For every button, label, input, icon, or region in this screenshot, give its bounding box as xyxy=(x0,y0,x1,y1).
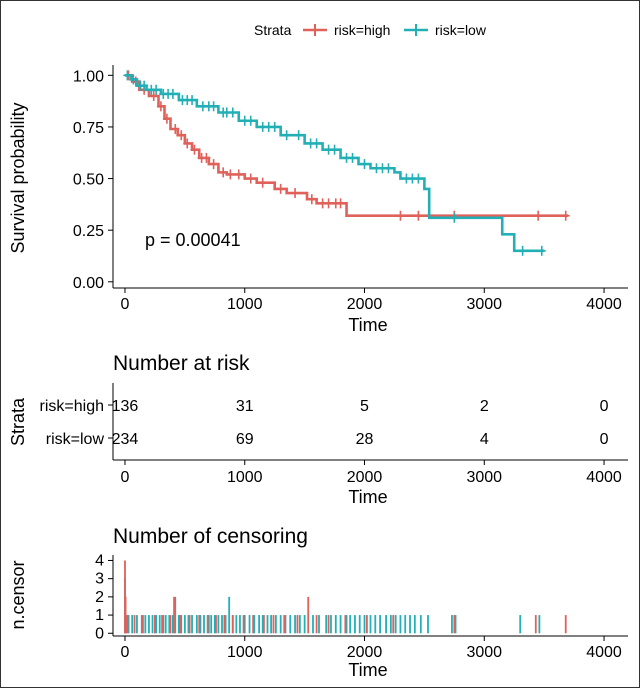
censoring-y-label: n.censor xyxy=(8,560,28,629)
censoring-x-label: Time xyxy=(348,660,387,680)
censoring-x-tick-label: 0 xyxy=(121,644,130,661)
risk-x-tick-label: 3000 xyxy=(466,469,502,486)
censoring-y-tick-label: 0 xyxy=(95,625,104,642)
censoring-title: Number of censoring xyxy=(113,525,308,548)
risk-row-label-low: risk=low xyxy=(46,431,105,448)
survival-y-label: Survival probability xyxy=(8,102,28,253)
risk-table: Number at risk risk=high risk=low 136 31 5… xyxy=(8,352,628,507)
censoring-x-tick-label: 1000 xyxy=(227,644,263,661)
risk-x-tick-label: 2000 xyxy=(347,469,383,486)
risk-x-tick-label: 4000 xyxy=(586,469,622,486)
survival-x-tick-label: 4000 xyxy=(586,296,622,313)
risk-cell-risk-high: 31 xyxy=(236,398,254,415)
risk-cell-risk-low: 4 xyxy=(480,431,489,448)
censoring-y-tick-label: 3 xyxy=(95,571,104,588)
survival-y-tick-label: 0.50 xyxy=(73,172,104,189)
survival-y-tick-label: 1.00 xyxy=(73,68,104,85)
survival-y-tick-label: 0.25 xyxy=(73,223,104,240)
censoring-x-tick-label: 4000 xyxy=(586,644,622,661)
legend: Strata risk=high risk=low xyxy=(254,22,487,38)
risk-x-label: Time xyxy=(348,487,387,507)
censoring-y-tick-label: 1 xyxy=(95,607,104,624)
risk-cell-risk-high: 5 xyxy=(360,398,369,415)
legend-label-risk-low: risk=low xyxy=(435,22,487,38)
survival-y-tick-label: 0.00 xyxy=(73,275,104,292)
risk-cell-risk-high: 136 xyxy=(112,398,139,415)
survival-x-label: Time xyxy=(348,315,387,335)
survival-curves xyxy=(123,70,570,256)
risk-cell-risk-high: 0 xyxy=(600,398,609,415)
legend-title: Strata xyxy=(254,22,292,38)
censoring-x-tick-label: 3000 xyxy=(466,644,502,661)
risk-row-label-high: risk=high xyxy=(40,398,104,415)
risk-cells: 136 31 5 2 0 234 69 28 4 0 xyxy=(112,398,609,448)
survival-y-ticks: 0.00 0.25 0.50 0.75 1.00 xyxy=(73,68,113,292)
p-value-annotation: p = 0.00041 xyxy=(145,230,241,250)
risk-cell-risk-low: 0 xyxy=(600,431,609,448)
risk-table-title: Number at risk xyxy=(113,352,250,375)
survival-x-tick-label: 0 xyxy=(121,296,130,313)
survival-curve-risk-low xyxy=(124,74,545,253)
survival-x-tick-label: 1000 xyxy=(227,296,263,313)
risk-x-ticks: 0 1000 2000 3000 4000 xyxy=(121,460,622,486)
risk-y-label: Strata xyxy=(8,397,28,446)
risk-x-tick-label: 0 xyxy=(121,469,130,486)
survival-y-tick-label: 0.75 xyxy=(73,120,104,137)
risk-x-tick-label: 1000 xyxy=(227,469,263,486)
risk-cell-risk-high: 2 xyxy=(480,398,489,415)
censoring-bars xyxy=(124,560,567,634)
survival-x-ticks: 0 1000 2000 3000 4000 xyxy=(121,288,622,313)
censoring-x-ticks: 0 1000 2000 3000 4000 xyxy=(121,636,622,661)
legend-label-risk-high: risk=high xyxy=(334,22,390,38)
survival-x-tick-label: 3000 xyxy=(466,296,502,313)
censoring-y-tick-label: 4 xyxy=(95,552,104,569)
survival-x-tick-label: 2000 xyxy=(347,296,383,313)
survival-plot: 0.00 0.25 0.50 0.75 1.00 0 1000 2000 3000 4000 p… xyxy=(8,65,628,335)
censoring-y-tick-label: 2 xyxy=(95,589,104,606)
risk-cell-risk-low: 234 xyxy=(112,431,139,448)
risk-cell-risk-low: 69 xyxy=(236,431,254,448)
risk-cell-risk-low: 28 xyxy=(356,431,374,448)
censoring-x-tick-label: 2000 xyxy=(347,644,383,661)
